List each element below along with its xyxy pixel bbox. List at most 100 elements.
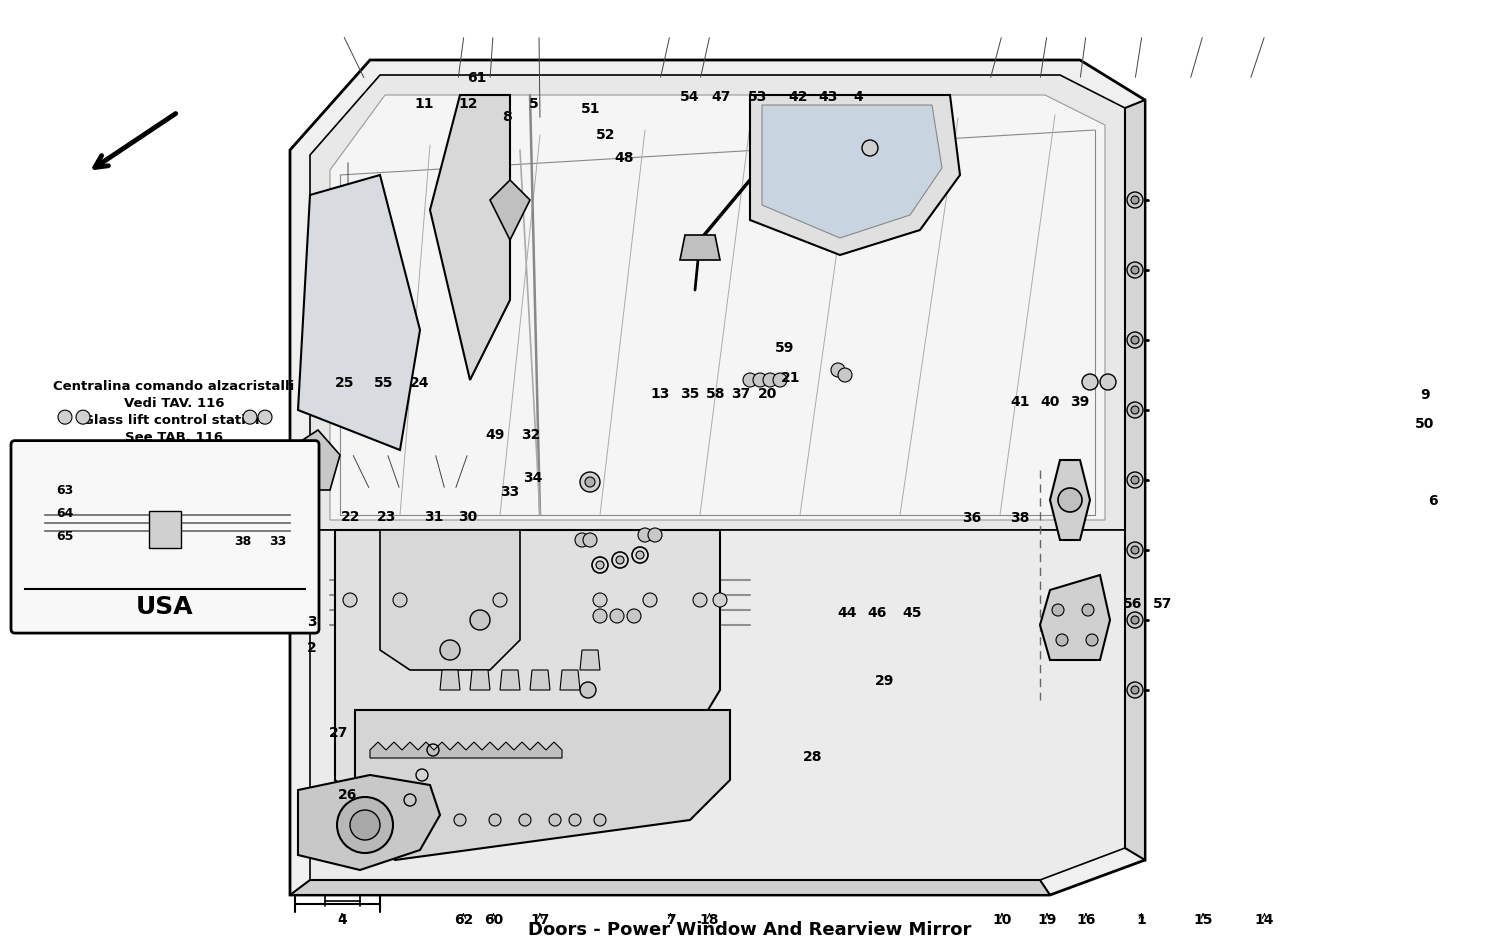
Polygon shape xyxy=(1040,575,1110,660)
Polygon shape xyxy=(370,742,562,758)
Text: 38: 38 xyxy=(234,534,252,548)
Text: 19: 19 xyxy=(1038,913,1056,926)
Circle shape xyxy=(753,373,766,387)
Text: 12: 12 xyxy=(459,97,477,111)
Circle shape xyxy=(243,411,256,424)
Polygon shape xyxy=(762,105,942,238)
Circle shape xyxy=(1131,476,1138,484)
Bar xyxy=(255,456,285,472)
Circle shape xyxy=(1131,266,1138,274)
Text: 43: 43 xyxy=(819,91,837,104)
Circle shape xyxy=(1086,634,1098,646)
Text: 55: 55 xyxy=(375,377,393,390)
Polygon shape xyxy=(490,180,530,240)
Text: 41: 41 xyxy=(1011,395,1029,409)
Circle shape xyxy=(494,593,507,607)
Text: 58: 58 xyxy=(705,388,726,401)
FancyBboxPatch shape xyxy=(10,441,320,633)
Polygon shape xyxy=(560,670,580,690)
Circle shape xyxy=(1131,336,1138,344)
Text: 46: 46 xyxy=(868,606,886,620)
Polygon shape xyxy=(380,530,520,670)
Text: 64: 64 xyxy=(56,507,74,520)
Text: 48: 48 xyxy=(615,151,633,165)
Polygon shape xyxy=(310,75,1125,530)
Text: 32: 32 xyxy=(522,429,540,442)
Circle shape xyxy=(616,556,624,564)
Text: 54: 54 xyxy=(680,91,699,104)
Text: 16: 16 xyxy=(1077,913,1095,926)
Circle shape xyxy=(596,561,604,569)
Text: 49: 49 xyxy=(486,429,504,442)
Circle shape xyxy=(338,797,393,853)
Text: 9: 9 xyxy=(1420,389,1430,402)
Polygon shape xyxy=(1050,460,1090,540)
Circle shape xyxy=(1126,682,1143,698)
Circle shape xyxy=(1052,604,1064,616)
Polygon shape xyxy=(298,775,440,870)
Polygon shape xyxy=(580,650,600,670)
Circle shape xyxy=(1082,604,1094,616)
Circle shape xyxy=(772,373,788,387)
Circle shape xyxy=(393,593,406,607)
Circle shape xyxy=(1056,634,1068,646)
Text: 13: 13 xyxy=(651,388,669,401)
Circle shape xyxy=(568,814,580,826)
Text: 60: 60 xyxy=(484,913,502,926)
Circle shape xyxy=(1126,472,1143,488)
Circle shape xyxy=(712,593,728,607)
Polygon shape xyxy=(248,540,270,555)
Polygon shape xyxy=(298,175,420,450)
Circle shape xyxy=(862,140,877,156)
Text: 51: 51 xyxy=(582,102,600,115)
Text: 27: 27 xyxy=(330,727,348,740)
Circle shape xyxy=(644,593,657,607)
Circle shape xyxy=(592,609,608,623)
Circle shape xyxy=(742,373,758,387)
Text: 26: 26 xyxy=(339,788,357,801)
Text: 39: 39 xyxy=(1071,395,1089,409)
Text: 31: 31 xyxy=(424,511,442,524)
Text: 24: 24 xyxy=(411,377,430,390)
Circle shape xyxy=(1100,374,1116,390)
Text: 18: 18 xyxy=(699,913,720,926)
Circle shape xyxy=(350,810,380,840)
Text: 8: 8 xyxy=(503,111,512,124)
Text: 36: 36 xyxy=(963,512,981,525)
Polygon shape xyxy=(1125,100,1144,860)
Polygon shape xyxy=(440,670,460,690)
Circle shape xyxy=(574,533,590,547)
Circle shape xyxy=(248,542,259,554)
Circle shape xyxy=(1058,488,1082,512)
Text: 50: 50 xyxy=(1416,417,1434,430)
Circle shape xyxy=(258,411,272,424)
Text: 45: 45 xyxy=(903,606,921,620)
Circle shape xyxy=(594,814,606,826)
Text: 33: 33 xyxy=(501,485,519,499)
Text: 7: 7 xyxy=(666,913,675,926)
Text: 59: 59 xyxy=(776,342,794,355)
Text: USA: USA xyxy=(136,595,194,619)
Text: 20: 20 xyxy=(759,388,777,401)
Text: 3: 3 xyxy=(308,616,316,629)
FancyBboxPatch shape xyxy=(148,511,182,548)
Text: 22: 22 xyxy=(340,511,360,524)
Polygon shape xyxy=(296,430,340,490)
Circle shape xyxy=(1126,542,1143,558)
Text: 10: 10 xyxy=(993,913,1011,926)
Circle shape xyxy=(580,472,600,492)
Polygon shape xyxy=(310,530,1125,880)
Circle shape xyxy=(831,363,844,377)
Polygon shape xyxy=(334,530,720,810)
Circle shape xyxy=(549,814,561,826)
Bar xyxy=(242,472,300,517)
Text: 42: 42 xyxy=(789,91,807,104)
Text: 63: 63 xyxy=(56,484,74,498)
Circle shape xyxy=(580,682,596,698)
Text: Centralina comando alzacristalli
Vedi TAV. 116
Glass lift control station
See TA: Centralina comando alzacristalli Vedi TA… xyxy=(54,379,294,444)
Text: 17: 17 xyxy=(531,913,549,926)
Circle shape xyxy=(1126,332,1143,348)
Circle shape xyxy=(76,411,90,424)
Text: 28: 28 xyxy=(804,750,822,763)
Text: 62: 62 xyxy=(454,913,472,926)
